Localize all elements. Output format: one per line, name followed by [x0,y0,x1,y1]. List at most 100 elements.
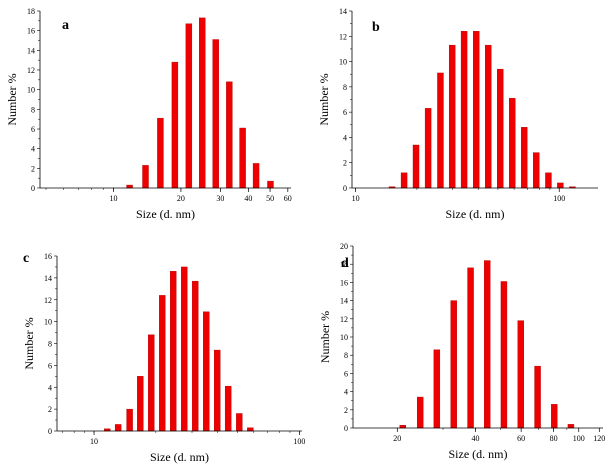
y-tick-label: 16 [340,278,348,287]
bar [533,152,540,189]
y-tick-label: 16 [44,252,52,261]
bar [545,172,552,189]
bar [424,108,432,189]
y-tick-label: 10 [27,86,35,95]
bar [485,44,492,189]
y-tick-label: 4 [344,388,348,397]
bar [236,413,243,432]
bar [239,127,246,189]
y-tick-label: 0 [343,184,347,193]
y-tick-label: 10 [44,318,52,327]
bar [267,180,274,189]
x-tick-label: 60 [284,194,292,203]
y-tick-label: 12 [44,296,52,305]
bar [252,163,260,189]
bar [157,117,164,189]
bar [450,300,457,429]
y-tick-label: 8 [344,351,348,360]
panel-label: d [341,256,349,271]
bar [400,172,408,189]
y-tick-label: 0 [31,184,35,193]
y-tick-label: 2 [48,405,52,414]
panel-label: c [23,251,29,266]
x-tick-label: 100 [553,194,565,203]
x-tick-label: 120 [593,434,605,443]
x-axis-title: Size (d. nm) [150,450,209,464]
bar [399,425,407,429]
y-tick-label: 8 [31,105,35,114]
x-tick-label: 100 [293,437,305,446]
y-tick-label: 4 [48,383,52,392]
bar [567,424,575,429]
y-tick-label: 14 [340,297,348,306]
x-tick-label: 50 [266,194,274,203]
bar [412,144,420,189]
bar [142,165,149,189]
bar [437,72,444,189]
y-tick-label: 10 [340,333,348,342]
bar [460,31,468,189]
bar [181,266,188,432]
x-axis-title: Size (d. nm) [136,207,195,221]
y-tick-label: 18 [27,7,35,16]
y-axis-title: Number % [5,73,19,125]
y-tick-label: 14 [27,46,35,55]
y-axis-title: Number % [317,73,331,125]
bar [448,44,456,189]
bar [521,127,528,189]
y-tick-label: 20 [340,242,348,251]
bar [557,182,564,189]
y-tick-label: 2 [344,406,348,415]
y-tick-label: 4 [31,145,35,154]
bar [137,376,144,432]
y-tick-label: 12 [340,315,348,324]
bar [212,39,219,189]
bar [126,184,133,189]
panel-label: b [372,20,380,35]
bar [203,311,210,432]
x-tick-label: 80 [550,434,558,443]
y-tick-label: 8 [343,83,347,92]
bar [467,267,474,429]
bar [509,98,516,189]
panel-c: 0 2 4 6 8 10 12 14 16 10 100 Size (d. nm) Number % c [22,251,305,464]
panel-b: 0 2 4 6 8 10 12 14 10 100 Size (d. nm) Number % b [317,7,598,221]
bar [497,68,504,189]
x-tick-label: 10 [90,437,98,446]
bar [126,408,133,432]
bar [159,295,166,432]
x-tick-label: 10 [352,194,360,203]
bar [416,396,424,429]
y-tick-label: 0 [48,427,52,436]
y-tick-label: 12 [27,66,35,75]
y-axis-title: Number % [22,317,36,369]
bar [192,280,199,432]
y-tick-label: 14 [339,7,347,16]
bar [534,365,541,429]
x-tick-label: 40 [244,194,252,203]
bar [517,320,524,429]
y-tick-label: 12 [339,32,347,41]
y-tick-label: 16 [27,27,35,36]
bar [226,81,233,189]
y-axis-title: Number % [318,311,332,363]
bar [247,427,254,432]
y-tick-label: 6 [344,369,348,378]
x-tick-label: 100 [573,434,585,443]
y-tick-label: 6 [31,125,35,134]
bar [473,31,480,189]
bar [114,424,122,432]
y-tick-label: 2 [31,164,35,173]
x-tick-label: 30 [216,194,224,203]
y-tick-label: 8 [48,340,52,349]
panel-d: 0 2 4 6 8 10 12 14 16 18 20 20 40 60 80 100 120 Size (d. … [318,242,605,461]
bar [484,260,491,429]
bar [433,349,441,429]
bar [148,334,155,432]
bar [214,349,221,432]
x-tick-label: 60 [517,434,525,443]
bar [199,17,206,189]
panel-a: 0 2 4 6 8 10 12 14 16 18 10 20 30 40 50 60 Size (d. nm) N… [5,7,292,221]
